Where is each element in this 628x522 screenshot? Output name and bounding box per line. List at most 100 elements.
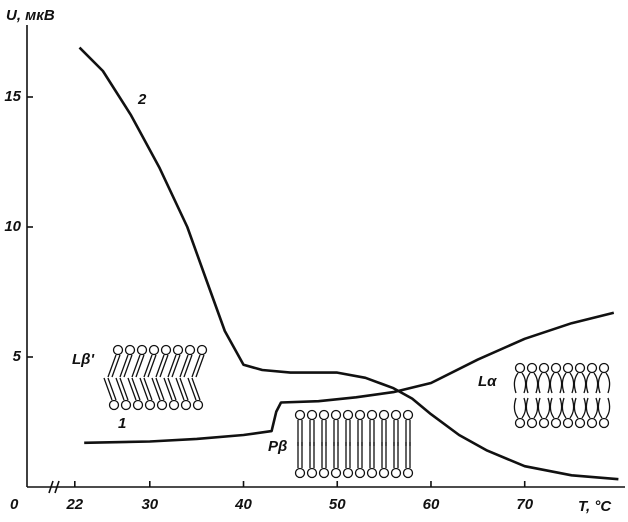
lipid-tail xyxy=(585,372,599,394)
lipid-head xyxy=(586,417,598,429)
lipid-tail xyxy=(405,420,411,446)
x-tick-label: 30 xyxy=(141,496,158,513)
y-tick-label: 15 xyxy=(4,88,21,105)
lipid-head xyxy=(330,467,342,479)
curve-label: 1 xyxy=(118,415,126,432)
lipid-tail xyxy=(175,377,189,401)
phase-label: Lβ' xyxy=(72,351,94,368)
lipid-head xyxy=(550,362,562,374)
lipid-head xyxy=(378,409,390,421)
lipid-head xyxy=(402,467,414,479)
lipid-head xyxy=(538,417,550,429)
y-tick-label: 10 xyxy=(4,218,21,235)
lipid-tail xyxy=(345,420,351,446)
origin-label: 0 xyxy=(10,496,19,513)
lipid-tail xyxy=(119,354,133,378)
lipid-tail xyxy=(131,354,145,378)
lipid-head xyxy=(144,399,156,411)
lipid-head xyxy=(586,362,598,374)
lipid-tail xyxy=(393,442,399,468)
lipid-head xyxy=(160,344,172,356)
lipid-head xyxy=(294,467,306,479)
lipid-head xyxy=(136,344,148,356)
lipid-head xyxy=(306,467,318,479)
lipid-head xyxy=(330,409,342,421)
x-tick-label: 50 xyxy=(329,496,346,513)
lipid-tail xyxy=(151,377,165,401)
lipid-tail xyxy=(321,420,327,446)
lipid-head xyxy=(574,417,586,429)
lipid-tail xyxy=(187,377,201,401)
lipid-tail xyxy=(143,354,157,378)
lipid-head xyxy=(526,417,538,429)
lipid-head xyxy=(562,417,574,429)
lipid-head xyxy=(550,417,562,429)
lipid-head xyxy=(390,467,402,479)
lipid-tail xyxy=(191,354,205,378)
lipid-head xyxy=(342,467,354,479)
lipid-head xyxy=(192,399,204,411)
lipid-head xyxy=(148,344,160,356)
lipid-tail xyxy=(297,420,303,446)
lipid-tail xyxy=(321,442,327,468)
curve xyxy=(78,46,619,481)
lipid-tail xyxy=(333,420,339,446)
lipid-head xyxy=(598,362,610,374)
lipid-head xyxy=(366,409,378,421)
lipid-tail xyxy=(103,377,117,401)
lipid-tail xyxy=(597,372,611,394)
lipid-head xyxy=(196,344,208,356)
lipid-tail xyxy=(585,397,599,419)
lipid-head xyxy=(294,409,306,421)
lipid-tail xyxy=(537,397,551,419)
lipid-tail xyxy=(393,420,399,446)
lipid-tail xyxy=(525,397,539,419)
lipid-head xyxy=(402,409,414,421)
lipid-head xyxy=(108,399,120,411)
lipid-tail xyxy=(115,377,129,401)
lipid-head xyxy=(318,467,330,479)
lipid-head xyxy=(124,344,136,356)
y-tick-label: 5 xyxy=(13,348,22,365)
lipid-head xyxy=(598,417,610,429)
lipid-head xyxy=(120,399,132,411)
lipid-head xyxy=(378,467,390,479)
lipid-head xyxy=(184,344,196,356)
lipid-head xyxy=(156,399,168,411)
lipid-tail xyxy=(381,442,387,468)
lipid-head xyxy=(526,362,538,374)
lipid-tail xyxy=(297,442,303,468)
lipid-tail xyxy=(513,397,527,419)
lipid-head xyxy=(342,409,354,421)
x-tick-label: 70 xyxy=(516,496,533,513)
lipid-tail xyxy=(369,420,375,446)
lipid-tail xyxy=(357,420,363,446)
phase-label: Lα xyxy=(478,373,497,390)
x-tick-label: 22 xyxy=(65,496,83,513)
axis-break xyxy=(48,480,60,494)
lipid-head xyxy=(172,344,184,356)
y-axis-label: U, мкВ xyxy=(6,7,55,24)
lipid-head xyxy=(366,467,378,479)
x-tick-label: 60 xyxy=(423,496,440,513)
lipid-tail xyxy=(333,442,339,468)
lipid-tail xyxy=(309,442,315,468)
lipid-sketches xyxy=(103,344,611,479)
lipid-tail xyxy=(155,354,169,378)
lipid-head xyxy=(538,362,550,374)
lipid-tail xyxy=(561,397,575,419)
lipid-head xyxy=(318,409,330,421)
lipid-tail xyxy=(309,420,315,446)
lipid-head xyxy=(132,399,144,411)
lipid-tail xyxy=(597,397,611,419)
lipid-head xyxy=(354,467,366,479)
lipid-tail xyxy=(357,442,363,468)
lipid-tail xyxy=(513,372,527,394)
lipid-head xyxy=(168,399,180,411)
lipid-tail xyxy=(127,377,141,401)
lipid-tail xyxy=(139,377,153,401)
lipid-tail xyxy=(405,442,411,468)
x-tick-label: 40 xyxy=(234,496,252,513)
lipid-tail xyxy=(525,372,539,394)
lipid-tail xyxy=(163,377,177,401)
